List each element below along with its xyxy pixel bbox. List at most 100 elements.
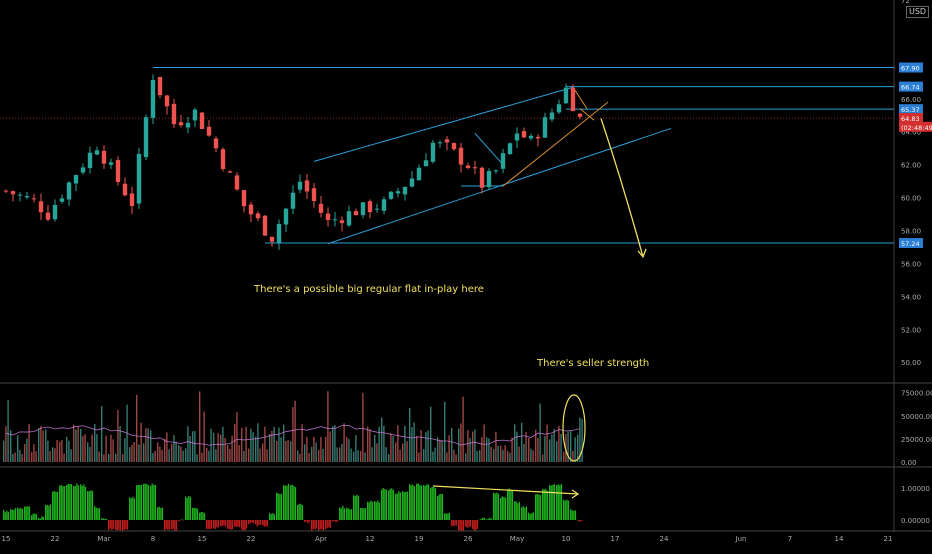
price-label-badge — [899, 113, 923, 124]
osc-bar — [518, 501, 521, 520]
osc-bar — [532, 512, 535, 520]
volume-bar — [103, 454, 105, 462]
volume-bar — [425, 432, 427, 462]
volume-bar — [220, 434, 222, 462]
candle-body — [444, 139, 450, 143]
osc-bar — [410, 485, 412, 520]
volume-bar — [530, 448, 532, 462]
candle-body — [395, 191, 401, 194]
volume-bar — [157, 442, 159, 462]
osc-bar — [573, 510, 575, 520]
osc-bar — [111, 520, 113, 530]
volume-bar — [24, 444, 26, 462]
trendline — [313, 86, 574, 162]
osc-bar — [517, 503, 519, 520]
volume-bar — [334, 424, 336, 462]
osc-bar — [53, 490, 55, 520]
osc-bar — [305, 520, 307, 522]
volume-bar — [119, 426, 121, 462]
osc-bar — [441, 494, 444, 520]
volume-bar — [47, 440, 49, 462]
currency-badge[interactable]: USD — [906, 6, 930, 18]
volume-bar — [532, 450, 534, 462]
osc-bar — [416, 483, 418, 520]
volume-bar — [444, 401, 446, 462]
candle-body — [367, 201, 373, 213]
volume-bar — [453, 449, 455, 462]
osc-bar — [543, 489, 545, 520]
osc-bar — [18, 508, 20, 520]
osc-bar — [321, 520, 323, 530]
osc-bar — [48, 505, 50, 520]
osc-bar — [378, 502, 381, 520]
osc-bar — [563, 499, 565, 520]
volume-bar — [311, 446, 313, 462]
osc-bar — [109, 520, 111, 529]
volume-bar — [159, 446, 161, 462]
osc-bar — [136, 485, 138, 520]
volume-bar — [486, 437, 488, 462]
candle-body — [115, 160, 121, 183]
osc-bar — [364, 507, 367, 520]
volume-bar — [192, 431, 194, 462]
volume-bar — [409, 407, 411, 462]
osc-bar — [314, 520, 316, 530]
volume-bar — [539, 403, 541, 462]
volume-bar — [91, 434, 93, 462]
osc-tick-label: 0.00000 — [901, 517, 930, 525]
osc-bar — [343, 508, 346, 520]
candle-body — [80, 167, 86, 173]
osc-bar — [179, 520, 181, 521]
osc-bar — [409, 484, 411, 520]
volume-bar — [131, 445, 133, 462]
osc-bar — [104, 518, 106, 520]
osc-bar — [262, 520, 264, 526]
osc-bar — [192, 507, 194, 520]
osc-bar — [489, 517, 491, 520]
candle-body — [101, 150, 107, 164]
osc-bar — [95, 507, 97, 520]
osc-bar — [165, 520, 167, 530]
volume-bar — [187, 426, 189, 462]
volume-bar — [122, 454, 124, 462]
volume-bar — [518, 446, 520, 462]
volume-bar — [546, 424, 548, 462]
price-label-badge — [899, 104, 923, 115]
osc-bar — [455, 520, 458, 526]
osc-tick-label: 1.00000 — [901, 485, 930, 493]
osc-bar — [438, 494, 440, 520]
osc-bar — [182, 519, 185, 521]
osc-bar — [468, 520, 470, 528]
osc-bar — [87, 491, 89, 520]
osc-bar — [570, 509, 572, 520]
volume-bar — [285, 440, 287, 462]
osc-bar — [181, 519, 183, 520]
osc-bar — [472, 520, 474, 529]
osc-bar — [465, 520, 467, 527]
candle-body — [269, 236, 275, 242]
osc-bar — [185, 496, 187, 520]
osc-bar — [514, 501, 516, 520]
osc-bar — [178, 520, 180, 522]
price-tick-label: 52.00 — [901, 326, 921, 334]
candle-body — [227, 171, 233, 173]
osc-bar — [157, 507, 159, 520]
osc-bar — [283, 485, 285, 520]
volume-bar — [208, 450, 210, 462]
osc-bar — [251, 520, 253, 523]
osc-bar — [202, 511, 204, 520]
volume-bar — [327, 391, 329, 462]
candle-body — [206, 126, 212, 136]
trendline — [572, 86, 588, 109]
volume-bar — [385, 447, 387, 462]
volume-bar — [460, 423, 462, 462]
osc-bar — [195, 507, 197, 520]
volume-bar — [98, 451, 100, 462]
osc-bar — [147, 485, 150, 520]
osc-bar — [483, 517, 486, 520]
volume-bar — [80, 428, 82, 462]
candle-body — [31, 198, 37, 200]
volume-bar — [514, 424, 516, 462]
